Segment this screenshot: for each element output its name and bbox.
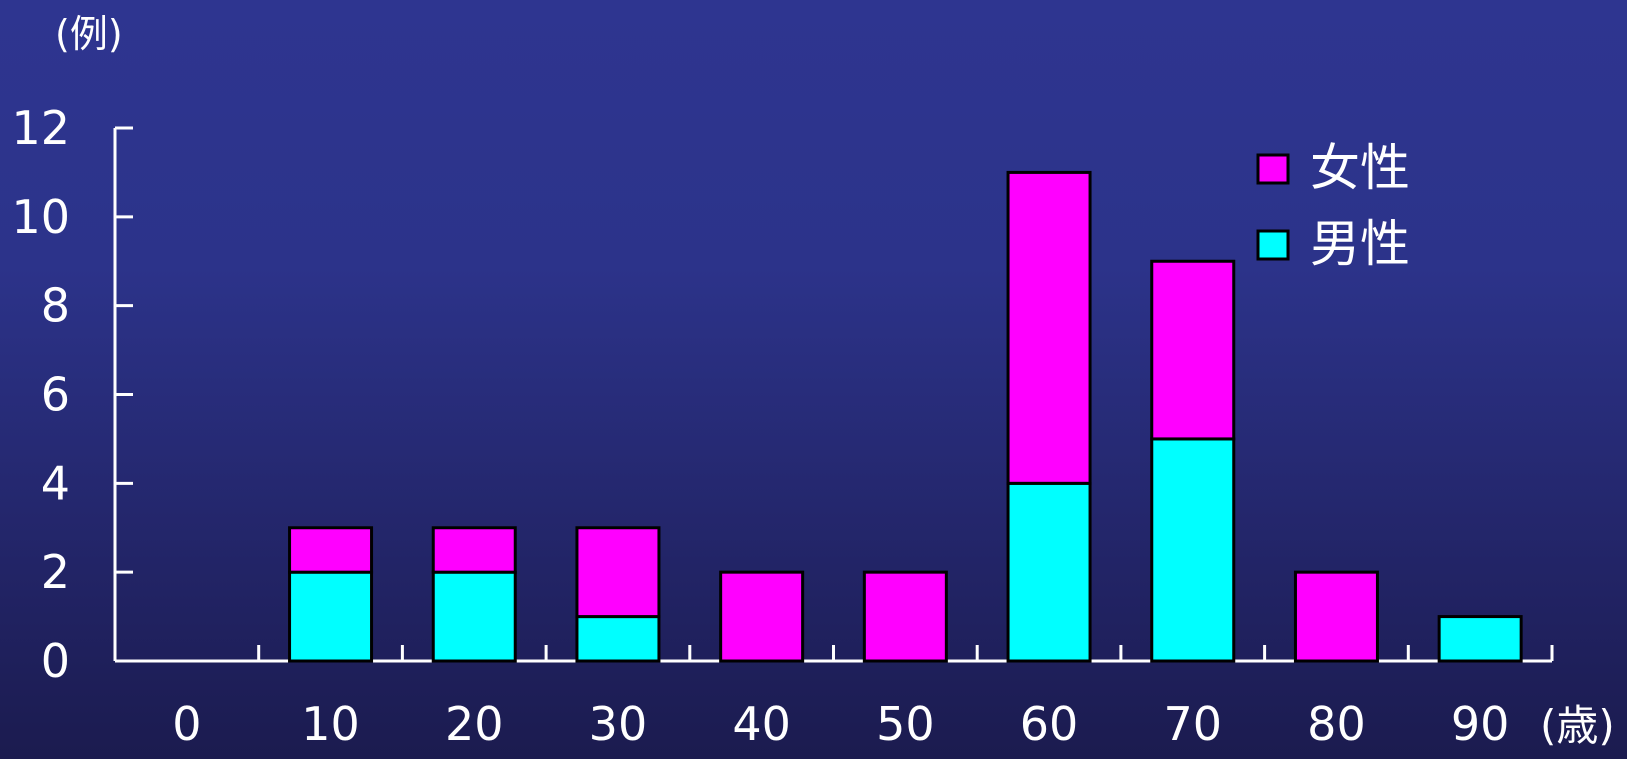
bar-segment-male — [575, 615, 661, 663]
y-tick-label: 0 — [41, 634, 70, 688]
y-tick-label: 6 — [41, 368, 70, 422]
x-tick-label: 80 — [1307, 697, 1366, 751]
bar-segment-female — [431, 526, 517, 574]
y-axis-label: (例) — [55, 12, 123, 56]
x-tick-label: 10 — [301, 697, 360, 751]
bar-segment-female — [1293, 570, 1379, 663]
y-tick-label: 4 — [41, 456, 70, 510]
x-tick-label: 30 — [589, 697, 648, 751]
bar-segment-female — [719, 570, 805, 663]
bar-segment-female — [288, 526, 374, 574]
y-tick-label: 8 — [41, 279, 70, 333]
legend-label: 女性 — [1310, 139, 1410, 197]
y-tick-label: 10 — [11, 190, 70, 244]
x-tick-label: 40 — [732, 697, 791, 751]
x-tick-label: 90 — [1451, 697, 1510, 751]
x-tick-label: 60 — [1020, 697, 1079, 751]
x-tick-label: 70 — [1163, 697, 1222, 751]
bars — [288, 170, 1523, 663]
y-axis: 0 2 4 6 8 10 12 — [11, 101, 133, 688]
bar-segment-male — [431, 570, 517, 663]
bar-segment-female — [575, 526, 661, 619]
x-tick-label: 0 — [172, 697, 201, 751]
bar-segment-male — [1006, 481, 1092, 663]
bar-segment-male — [288, 570, 374, 663]
legend-swatch — [1256, 153, 1290, 185]
bar-segment-female — [862, 570, 948, 663]
bar-segment-female — [1006, 170, 1092, 485]
x-axis-label: (歳) — [1540, 701, 1615, 750]
bar-segment-male — [1150, 437, 1236, 663]
legend-label: 男性 — [1310, 215, 1410, 273]
legend-swatch — [1256, 229, 1290, 261]
bar-segment-female — [1150, 259, 1236, 441]
y-tick-label: 2 — [41, 545, 70, 599]
bar-segment-male — [1437, 615, 1523, 663]
x-tick-label: 20 — [445, 697, 504, 751]
y-tick-label: 12 — [11, 101, 70, 155]
x-tick-label: 50 — [876, 697, 935, 751]
x-axis: 0 10 20 30 40 50 60 70 80 90 — [115, 645, 1554, 751]
